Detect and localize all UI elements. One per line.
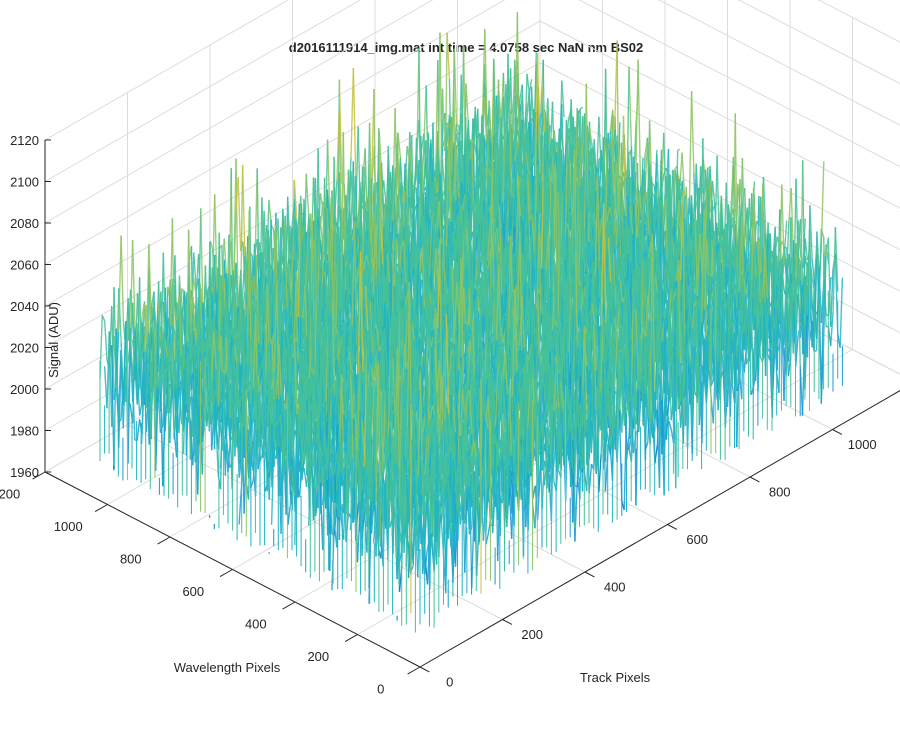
surface-segment xyxy=(441,159,446,194)
surface-segment xyxy=(134,363,138,405)
surface-segment xyxy=(122,367,127,429)
grid-line-z-left xyxy=(44,0,434,224)
surface-segment xyxy=(145,244,150,346)
surface-segment xyxy=(122,383,127,388)
surface-segment xyxy=(628,66,633,146)
surface-segment xyxy=(336,205,340,243)
surface-segment xyxy=(120,235,125,324)
surface-segment xyxy=(148,244,152,325)
surface-segment xyxy=(422,140,427,194)
surface-segment xyxy=(127,345,132,464)
surface-segment xyxy=(171,218,176,381)
surface-segment xyxy=(118,235,122,332)
surface-segment xyxy=(223,238,228,277)
grid-line-z-left xyxy=(44,20,541,307)
surface-segment xyxy=(117,350,122,419)
surface-segment xyxy=(195,293,199,330)
surface-segment xyxy=(129,239,134,344)
surface-segment xyxy=(129,328,134,379)
surface-segment xyxy=(521,95,526,157)
surface-segment xyxy=(214,194,218,291)
surface-segment xyxy=(526,73,530,94)
surface-segment xyxy=(579,106,584,110)
surface-segment xyxy=(145,343,150,361)
surface-segment xyxy=(484,64,488,135)
surface-segment xyxy=(397,132,402,158)
surface-segment xyxy=(235,158,239,327)
surface-segment xyxy=(136,277,141,386)
chart-title: d2016111914_img.mat int time = 4.0758 se… xyxy=(289,40,643,55)
surface-segment xyxy=(120,350,124,429)
grid-line-z-left xyxy=(44,0,290,141)
surface-segment xyxy=(528,79,533,94)
grid-line-z-right xyxy=(658,0,900,126)
surface-segment xyxy=(127,328,131,427)
grid-line-z-right xyxy=(539,103,900,292)
grid-line-z-right xyxy=(578,0,900,168)
surface-segment xyxy=(193,252,197,291)
surface-segment xyxy=(305,173,310,213)
surface-segment xyxy=(533,63,537,154)
surface-segment xyxy=(131,239,136,328)
surface-segment xyxy=(476,156,481,162)
surface-segment xyxy=(237,177,242,251)
surface-segment xyxy=(474,122,479,139)
surface-segment xyxy=(106,331,110,409)
surface-segment xyxy=(481,28,486,119)
surface-plot xyxy=(99,12,844,633)
grid-line-z-right xyxy=(539,62,900,251)
surface-segment xyxy=(113,328,117,471)
grid-line-z-right xyxy=(817,0,900,43)
grid-line-z-right xyxy=(737,0,900,85)
surface-segment xyxy=(146,268,150,408)
surface-segment xyxy=(211,267,216,315)
surface-segment xyxy=(406,145,411,163)
surface-segment xyxy=(446,32,451,79)
grid-line-y-floor xyxy=(357,349,853,635)
surface-segment xyxy=(192,277,197,294)
grid-line-z-left xyxy=(44,0,362,182)
surface-segment xyxy=(510,110,514,115)
surface-segment xyxy=(441,88,446,152)
surface-segment xyxy=(460,45,465,206)
surface-segment xyxy=(110,344,115,471)
surface-segment xyxy=(483,97,488,142)
surface-segment xyxy=(131,339,136,365)
surface-segment xyxy=(113,335,117,389)
surface-segment xyxy=(104,321,108,361)
surface-segment xyxy=(118,419,122,423)
surface-segment xyxy=(209,240,214,249)
surface-segment xyxy=(101,315,106,322)
surface-segment xyxy=(153,299,157,325)
surface-segment xyxy=(456,123,460,127)
grid-line-z-left xyxy=(44,0,506,265)
surface-segment xyxy=(131,378,136,441)
surface-segment xyxy=(338,79,343,183)
surface-segment xyxy=(364,167,368,212)
surface-segment xyxy=(352,68,357,177)
surface-segment xyxy=(453,48,458,131)
surface-segment xyxy=(350,68,355,158)
surface-segment xyxy=(465,83,469,125)
surface-segment xyxy=(204,284,209,300)
surface-segment xyxy=(136,367,141,405)
grid-line-z-right xyxy=(539,20,900,209)
surface-segment xyxy=(270,247,274,287)
surface-segment xyxy=(136,419,141,441)
